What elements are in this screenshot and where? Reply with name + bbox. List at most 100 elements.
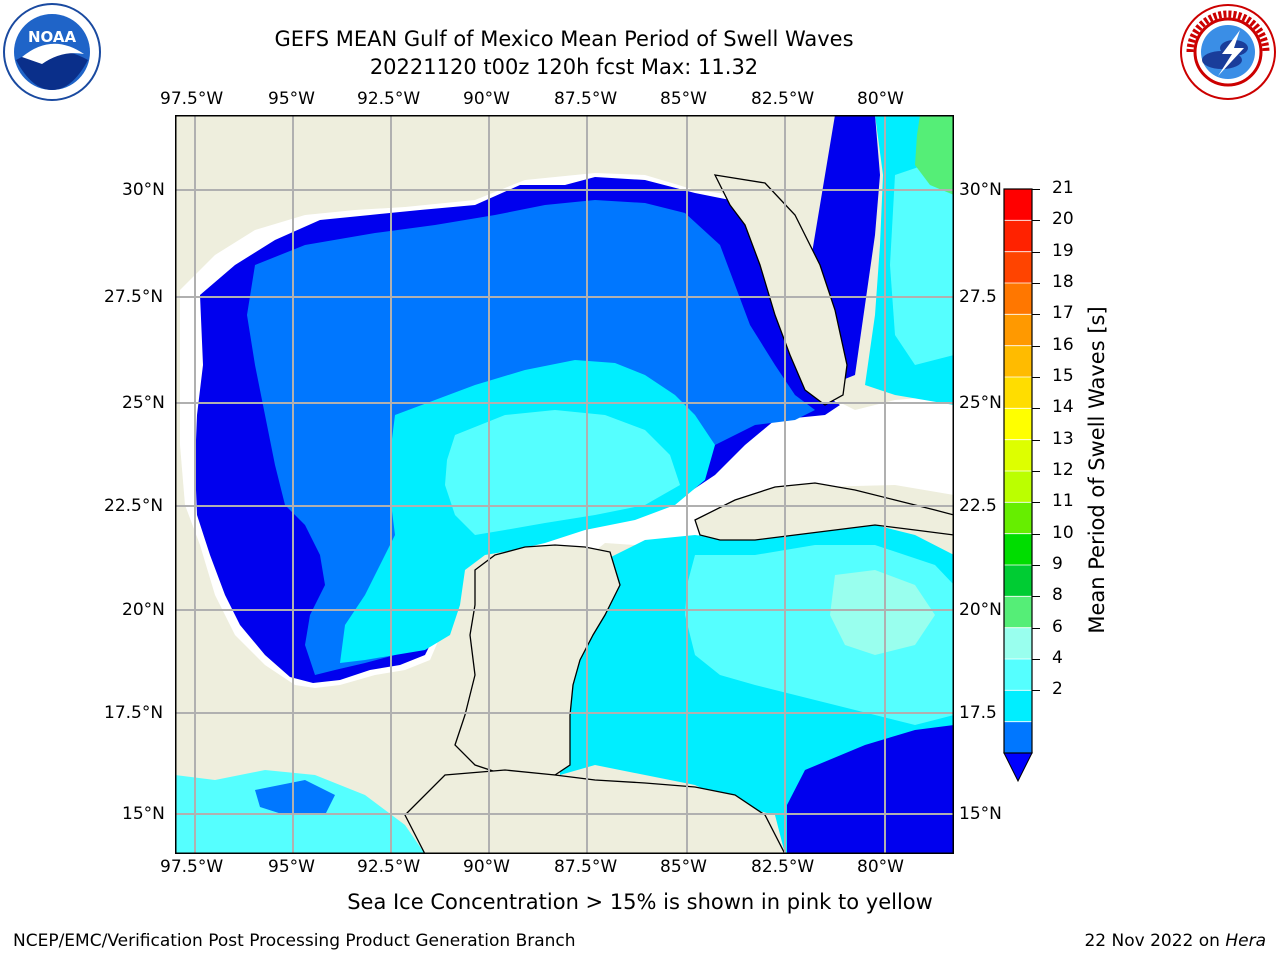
colorbar-tick-label: 4: [1052, 648, 1063, 668]
colorbar-tick-label: 14: [1052, 397, 1074, 418]
colorbar-tick-mark: [1032, 565, 1040, 566]
lon-label-bottom: 87.5°W: [554, 857, 618, 877]
colorbar-tick-mark: [1032, 596, 1040, 598]
lon-label-top: 85°W: [660, 89, 707, 109]
colorbar-segment: [1004, 189, 1032, 221]
colorbar-segment: [1004, 659, 1032, 691]
colorbar-tick-label: 20: [1052, 209, 1074, 230]
florida-land: [713, 174, 848, 406]
central-america-land: [404, 769, 786, 854]
lon-label-top: 80°W: [857, 89, 904, 109]
colorbar-segment: [1004, 439, 1032, 472]
noaa-logo: NOAA: [2, 2, 102, 106]
lon-label-bottom: 80°W: [857, 857, 904, 877]
lon-label-top: 87.5°W: [554, 89, 618, 109]
nws-logo: [1178, 2, 1278, 106]
colorbar-tick-label: 21: [1052, 178, 1074, 198]
colorbar-tick-mark: [1032, 659, 1040, 660]
colorbar-tick-label: 10: [1052, 522, 1074, 543]
colorbar-tick-label: 9: [1052, 554, 1063, 574]
graticule: [175, 115, 954, 854]
lat-label-right: 25°N: [959, 393, 1002, 413]
lon-label-bottom: 95°W: [268, 857, 315, 877]
map-subtitle: 20221120 t00z 120h fcst Max: 11.32: [369, 55, 759, 79]
colorbar-tick-mark: [1032, 314, 1040, 316]
lon-label-bottom: 97.5°W: [160, 857, 224, 877]
caribbean-pale: [830, 570, 935, 655]
lon-label-top: 97.5°W: [160, 89, 224, 109]
lat-label-left: 27.5°N: [104, 287, 164, 307]
colorbar-tick-mark: [1032, 189, 1040, 190]
lon-label-bottom: 82.5°W: [751, 857, 815, 877]
lon-label-bottom: 92.5°W: [357, 857, 421, 877]
lon-label-top: 92.5°W: [357, 89, 421, 109]
footer-date: 22 Nov 2022 on Hera: [1084, 931, 1266, 951]
lat-label-right: 27.5: [959, 287, 997, 307]
lon-label-bottom: 90°W: [463, 857, 510, 877]
colorbar-tick-label: 17: [1052, 303, 1074, 324]
colorbar-segment: [1004, 251, 1032, 284]
lat-label-right: 20°N: [959, 600, 1002, 620]
cuba-land: [694, 482, 954, 541]
colorbar-tick-mark: [1032, 220, 1040, 222]
lat-label-right: 17.5: [959, 703, 997, 723]
colorbar-tick-mark: [1032, 377, 1040, 378]
colorbar-segment: [1004, 408, 1032, 441]
lat-label-right: 22.5: [959, 496, 997, 516]
lat-label-left: 20°N: [122, 600, 165, 620]
colorbar-tick-mark: [1032, 345, 1040, 347]
colorbar-tick-mark: [1032, 502, 1040, 504]
lat-label-left: 25°N: [122, 393, 165, 413]
colorbar-segment: [1004, 627, 1032, 660]
lon-label-top: 90°W: [463, 89, 510, 109]
colorbar-segment: [1004, 345, 1032, 378]
colorbar-tick-mark: [1032, 283, 1040, 284]
lat-label-left: 15°N: [122, 804, 165, 824]
colorbar-label: Mean Period of Swell Waves [s]: [1085, 306, 1109, 634]
colorbar: [1003, 188, 1033, 783]
sea-ice-note: Sea Ice Concentration > 15% is shown in …: [347, 890, 933, 914]
colorbar-tick-mark: [1032, 690, 1040, 692]
colorbar-tick-label: 19: [1052, 240, 1074, 261]
lat-label-left: 30°N: [122, 180, 165, 200]
atlantic-light: [890, 155, 954, 365]
colorbar-tick-mark: [1032, 627, 1040, 629]
colorbar-tick-mark: [1032, 408, 1040, 410]
colorbar-segment: [1004, 220, 1032, 253]
colorbar-tick-label: 18: [1052, 272, 1074, 292]
colorbar-tick-mark: [1032, 533, 1040, 535]
colorbar-tick-label: 12: [1052, 460, 1074, 480]
colorbar-tick-label: 8: [1052, 585, 1063, 606]
lon-label-top: 95°W: [268, 89, 315, 109]
colorbar-extend-triangle: [1003, 752, 1033, 783]
colorbar-segment: [1004, 565, 1032, 597]
pacific-mid-blue: [255, 780, 335, 815]
colorbar-tick-mark: [1032, 251, 1040, 253]
lon-label-bottom: 85°W: [660, 857, 707, 877]
lon-label-top: 82.5°W: [751, 89, 815, 109]
lat-label-right: 15°N: [959, 804, 1002, 824]
colorbar-tick-label: 11: [1052, 491, 1074, 512]
noaa-logo-text: NOAA: [28, 28, 77, 46]
footer-credit: NCEP/EMC/Verification Post Processing Pr…: [13, 931, 576, 951]
colorbar-tick-label: 15: [1052, 366, 1074, 386]
swell-period-map: [175, 115, 954, 854]
atlantic-green: [915, 115, 954, 195]
colorbar-segment: [1004, 533, 1032, 566]
yucatan-land: [454, 544, 621, 776]
caribbean-deep-blue: [787, 725, 954, 854]
colorbar-tick-label: 6: [1052, 616, 1063, 637]
lat-label-left: 17.5°N: [104, 703, 164, 723]
colorbar-segment: [1004, 283, 1032, 315]
gulf-light-cyan: [445, 410, 680, 535]
colorbar-tick-mark: [1032, 471, 1040, 472]
colorbar-segment: [1004, 314, 1032, 347]
colorbar-tick-label: 16: [1052, 334, 1074, 355]
map-frame: [175, 115, 954, 854]
colorbar-segment: [1004, 502, 1032, 535]
colorbar-tick-label: 13: [1052, 428, 1074, 449]
colorbar-segment: [1004, 721, 1032, 754]
colorbar-segment: [1004, 471, 1032, 503]
colorbar-segment: [1004, 690, 1032, 723]
colorbar-segment: [1004, 596, 1032, 629]
